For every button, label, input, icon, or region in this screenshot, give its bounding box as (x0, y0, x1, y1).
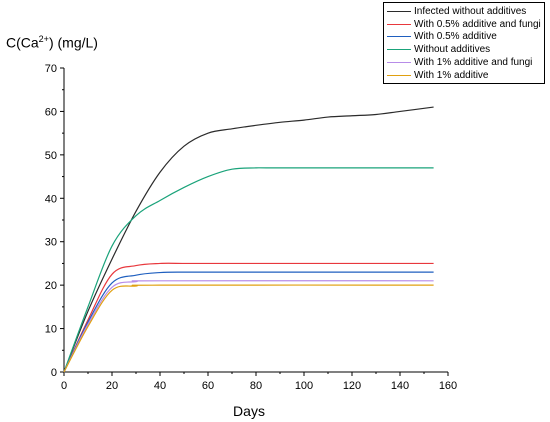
series-line-5 (63, 280, 434, 373)
series-line-4 (63, 167, 434, 373)
legend-swatch (387, 10, 411, 12)
legend-label: Without additives (414, 44, 491, 56)
y-axis-label-post: ) (mg/L) (48, 34, 98, 51)
legend-label: Infected without additives (414, 5, 527, 17)
legend-swatch (387, 62, 411, 64)
legend-label: With 0.5% additive and fungi (414, 18, 541, 30)
legend-label: With 0.5% additive (414, 31, 497, 43)
y-tick-label: 70 (45, 63, 57, 75)
x-tick-label: 120 (343, 380, 361, 392)
x-tick-label: 160 (439, 380, 457, 392)
y-axis-label-pre: C(Ca (6, 34, 39, 51)
y-axis-label-sup: 2+ (38, 34, 49, 44)
x-tick-label: 140 (391, 380, 409, 392)
y-tick-label: 30 (45, 237, 57, 249)
x-tick-label: 0 (61, 380, 67, 392)
legend-item: With 1% additive (387, 69, 541, 82)
series-line-6 (63, 284, 434, 373)
series-lines (63, 106, 434, 373)
y-tick-label: 40 (45, 193, 57, 205)
x-tick-label: 100 (295, 380, 313, 392)
legend-item: Without additives (387, 43, 541, 56)
legend-label: With 1% additive (414, 69, 489, 81)
legend-swatch (387, 36, 411, 38)
y-tick-label: 10 (45, 324, 57, 336)
y-tick-label: 0 (51, 367, 57, 379)
x-tick-label: 20 (106, 380, 118, 392)
series-line-2 (63, 262, 434, 373)
legend: Infected without additives With 0.5% addi… (383, 2, 545, 84)
chart-axes: 0 20 40 60 80 100 120 140 160 0 10 20 30 40 50 60 70 (45, 63, 457, 392)
y-tick-label: 20 (45, 280, 57, 292)
x-tick-label: 40 (154, 380, 166, 392)
legend-item: With 1% additive and fungi (387, 56, 541, 69)
y-axis-label: C(Ca2+) (mg/L) (6, 34, 98, 51)
legend-swatch (387, 74, 411, 76)
y-tick-label: 60 (45, 106, 57, 118)
x-axis-label: Days (233, 403, 265, 419)
series-line-1 (63, 106, 434, 373)
series-line-3 (63, 271, 434, 373)
y-tick-label: 50 (45, 150, 57, 162)
x-tick-label: 80 (250, 380, 262, 392)
x-tick-label: 60 (202, 380, 214, 392)
legend-swatch (387, 49, 411, 51)
legend-swatch (387, 23, 411, 25)
legend-item: With 0.5% additive and fungi (387, 18, 541, 31)
legend-item: Infected without additives (387, 5, 541, 18)
legend-item: With 0.5% additive (387, 31, 541, 44)
legend-label: With 1% additive and fungi (414, 57, 533, 69)
